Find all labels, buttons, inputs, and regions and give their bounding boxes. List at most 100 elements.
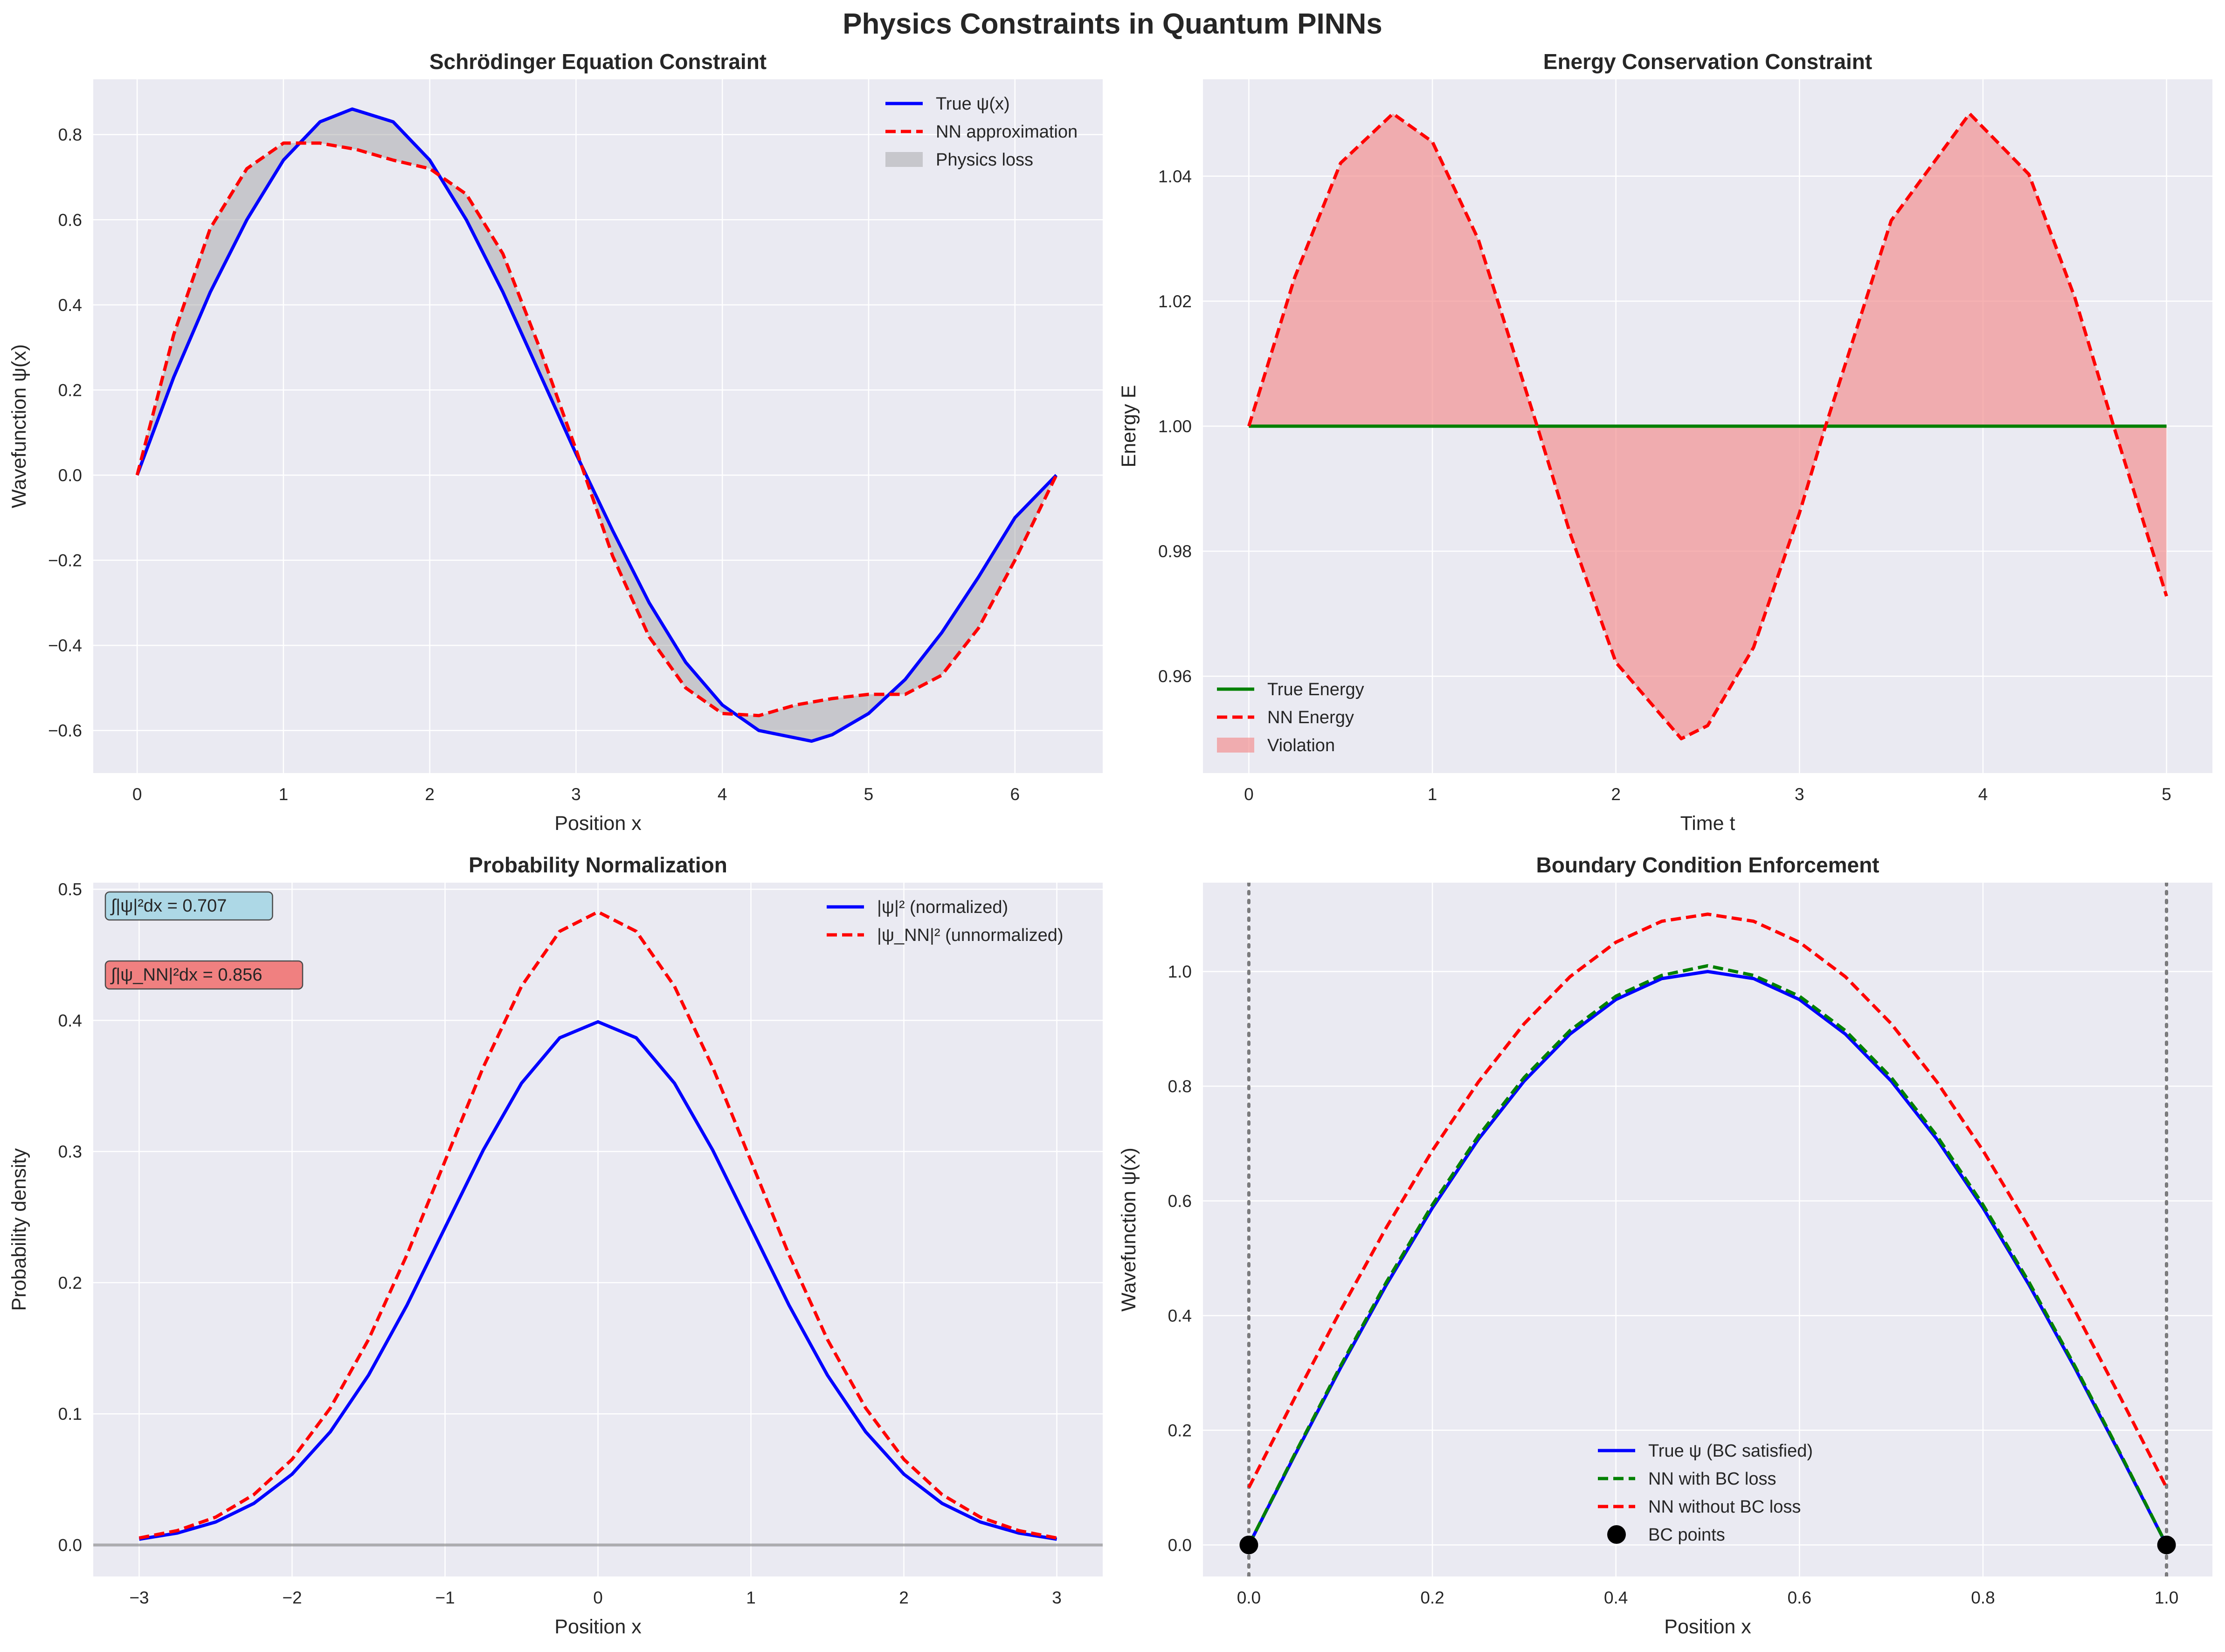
x-tick-label: 0 <box>1244 785 1254 804</box>
y-tick-label: 1.04 <box>1158 167 1192 186</box>
y-tick-label: 1.02 <box>1158 292 1192 311</box>
x-tick-label: −1 <box>435 1588 455 1607</box>
legend-swatch-fill <box>1217 738 1254 753</box>
legend-label: NN Energy <box>1267 708 1354 727</box>
x-tick-label: −3 <box>129 1588 149 1607</box>
y-axis-label: Wavefunction ψ(x) <box>1118 1147 1140 1312</box>
x-tick-label: 0 <box>132 785 142 804</box>
panel-title: Schrödinger Equation Constraint <box>429 49 767 74</box>
y-tick-label: 0.8 <box>58 125 82 145</box>
panel-schrodinger: 0 1 2 3 4 5 6 −0.6 −0.4 −0.2 0.0 0.2 0.4 0.6 0.8 Schröd… <box>8 49 1103 835</box>
y-tick-label: −0.6 <box>48 721 82 740</box>
y-axis-label: Wavefunction ψ(x) <box>8 344 30 508</box>
annotation-box <box>104 960 304 990</box>
y-tick-label: 0.2 <box>58 1273 82 1293</box>
plot-content-schrodinger <box>135 107 1058 743</box>
legend-swatch-fill <box>885 152 923 167</box>
x-tick-label: 3 <box>1795 785 1804 804</box>
legend-label: NN approximation <box>936 122 1078 142</box>
annotation-box <box>104 891 273 921</box>
x-axis-label: Time t <box>1680 812 1735 835</box>
series-line-1 <box>135 141 1058 718</box>
y-tick-label: 0.0 <box>58 466 82 485</box>
panels: 0 1 2 3 4 5 6 −0.6 −0.4 −0.2 0.0 0.2 0.4 0.6 0.8 Schröd… <box>8 49 2212 1638</box>
panel-title: Probability Normalization <box>469 853 727 877</box>
legend-label: NN with BC loss <box>1648 1469 1776 1489</box>
legend-label: NN without BC loss <box>1648 1497 1801 1517</box>
x-tick-label: 3 <box>571 785 581 804</box>
legend-boundary: True ψ (BC satisfied) NN with BC loss NN w… <box>1598 1441 1813 1545</box>
panel-boundary: 0.0 0.2 0.4 0.6 0.8 1.0 0.0 0.2 0.4 0.6 0.8 1.0 Boun… <box>1118 853 2212 1638</box>
annotation-text: ∫|ψ|²dx = 0.707 <box>110 896 227 916</box>
legend-label: True ψ (BC satisfied) <box>1648 1441 1813 1461</box>
legend-label: BC points <box>1648 1525 1725 1545</box>
x-tick-label: 2 <box>1611 785 1621 804</box>
legend-energy: True Energy NN Energy Violation <box>1217 680 1364 755</box>
series-line-1 <box>1247 112 2168 740</box>
series-line-1 <box>138 910 1057 1540</box>
y-tick-label: 0.5 <box>58 880 82 899</box>
y-tick-label: 0.0 <box>58 1535 82 1555</box>
y-tick-label: 1.00 <box>1158 417 1192 436</box>
x-axis-label: Position x <box>1664 1616 1751 1638</box>
y-tick-label: 0.4 <box>58 296 82 315</box>
legend-label: True ψ(x) <box>936 94 1010 114</box>
y-tick-label: 0.96 <box>1158 667 1192 686</box>
x-tick-label: −2 <box>282 1588 302 1607</box>
y-tick-label: −0.4 <box>48 636 82 655</box>
y-tick-label: 0.8 <box>1168 1077 1192 1096</box>
y-tick-label: 0.6 <box>1168 1192 1192 1211</box>
y-tick-label: 0.4 <box>1168 1306 1192 1325</box>
series-line-0 <box>138 1020 1057 1541</box>
panel-normalization: −3 −2 −1 0 1 2 3 0.0 0.1 0.2 0.3 0.4 0.5 Probability … <box>8 853 1103 1638</box>
x-axis-label: Position x <box>554 812 642 835</box>
bc-point <box>1239 1535 1258 1555</box>
y-tick-label: 0.2 <box>58 380 82 400</box>
x-tick-label: 0.8 <box>1971 1588 1995 1607</box>
series-line-0 <box>135 107 1058 743</box>
x-tick-label: 6 <box>1010 785 1020 804</box>
panel-energy: 0 1 2 3 4 5 0.96 0.98 1.00 1.02 1.04 Energy Conserv… <box>1118 49 2212 835</box>
plot-area-boundary <box>1203 883 2212 1576</box>
bc-point <box>2157 1535 2176 1555</box>
legend-label: Violation <box>1267 736 1335 755</box>
y-tick-label: 0.3 <box>58 1142 82 1161</box>
y-tick-label: −0.2 <box>48 551 82 570</box>
plot-content-boundary <box>1239 883 2176 1576</box>
legend-label: |ψ_NN|² (unnormalized) <box>877 926 1064 945</box>
x-tick-label: 0.0 <box>1237 1588 1261 1607</box>
x-tick-label: 5 <box>864 785 874 804</box>
x-axis-label: Position x <box>554 1616 642 1638</box>
x-tick-label: 0.4 <box>1604 1588 1628 1607</box>
x-tick-label: 1 <box>746 1588 756 1607</box>
x-tick-label: 5 <box>2162 785 2171 804</box>
panel-title: Energy Conservation Constraint <box>1543 49 1872 74</box>
x-tick-label: 3 <box>1052 1588 1062 1607</box>
x-tick-label: 1.0 <box>2155 1588 2178 1607</box>
plot-content-normalization <box>93 910 1103 1547</box>
x-tick-label: 2 <box>899 1588 909 1607</box>
y-tick-label: 0.6 <box>58 210 82 229</box>
figure-suptitle: Physics Constraints in Quantum PINNs <box>843 8 1382 40</box>
x-tick-label: 4 <box>1978 785 1988 804</box>
series-line-2 <box>1247 912 2168 1488</box>
y-tick-label: 0.4 <box>58 1011 82 1030</box>
x-tick-label: 0 <box>593 1588 603 1607</box>
y-axis-label: Probability density <box>8 1148 30 1311</box>
plot-content-energy <box>1247 112 2168 740</box>
legend-label: |ψ|² (normalized) <box>877 898 1008 917</box>
y-tick-label: 0.0 <box>1168 1535 1192 1555</box>
series-line-1 <box>1247 964 2168 1546</box>
x-tick-label: 0.2 <box>1420 1588 1444 1607</box>
x-tick-label: 2 <box>425 785 435 804</box>
y-tick-label: 0.1 <box>58 1404 82 1424</box>
legend-schrodinger: True ψ(x) NN approximation Physics loss <box>885 94 1078 170</box>
legend-label: True Energy <box>1267 680 1364 699</box>
y-tick-label: 1.0 <box>1168 962 1192 982</box>
x-tick-label: 0.6 <box>1788 1588 1811 1607</box>
y-axis-label: Energy E <box>1118 385 1140 468</box>
x-tick-label: 1 <box>1428 785 1437 804</box>
y-tick-label: 0.2 <box>1168 1421 1192 1440</box>
panel-title: Boundary Condition Enforcement <box>1536 853 1880 877</box>
